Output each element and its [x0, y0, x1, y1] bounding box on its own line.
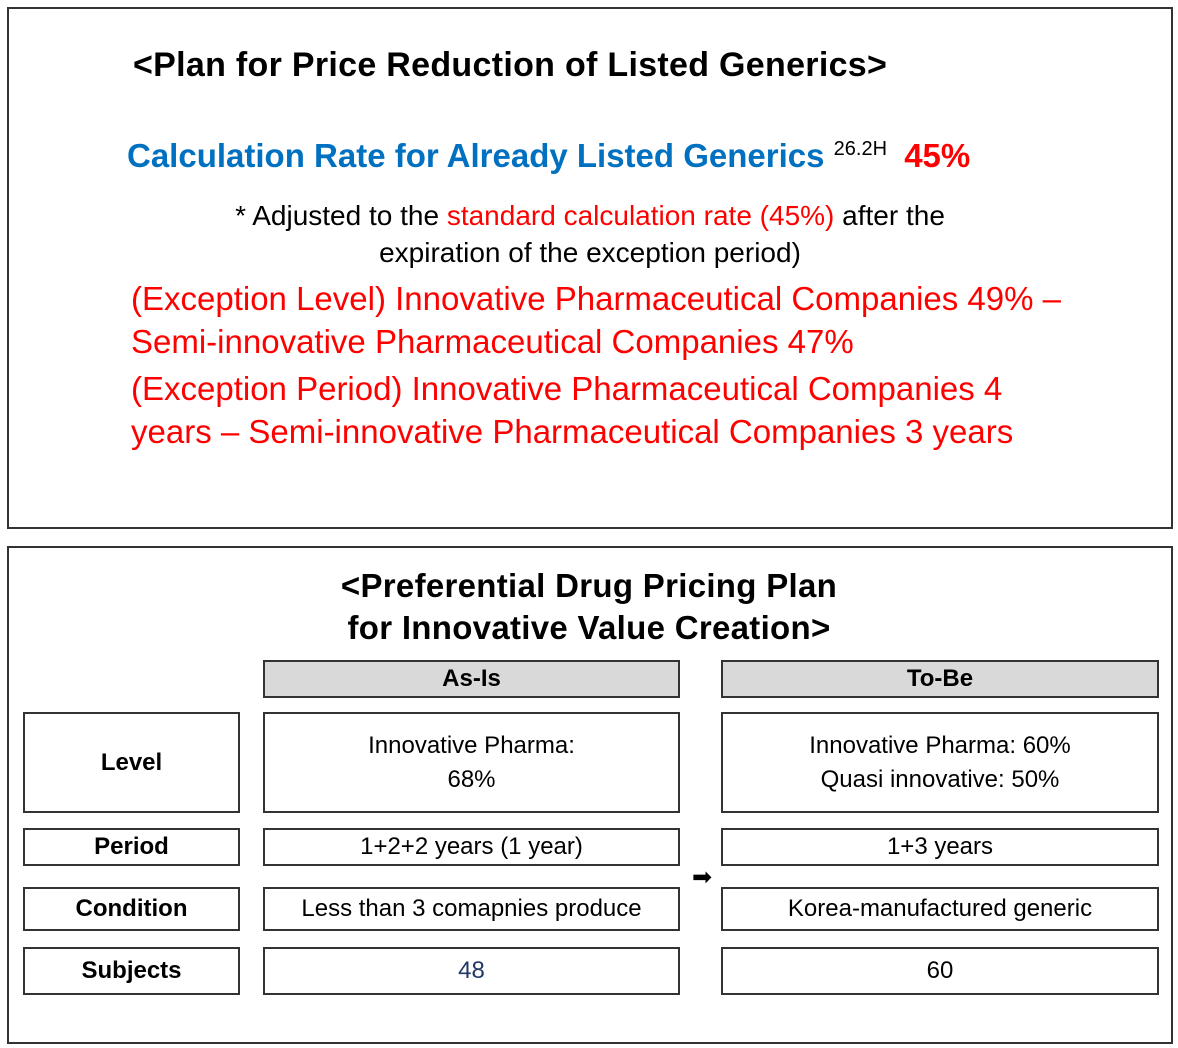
as-is-level: Innovative Pharma: 68% [263, 712, 680, 813]
calculation-rate-line: Calculation Rate for Already Listed Gene… [127, 128, 1160, 177]
column-header-to-be: To-Be [721, 660, 1159, 698]
exception-level: (Exception Level) Innovative Pharmaceuti… [131, 280, 1061, 360]
price-reduction-content: <Plan for Price Reduction of Listed Gene… [20, 44, 1160, 453]
to-be-subjects: 60 [721, 947, 1159, 995]
arrow-right-icon: ➡ [692, 864, 713, 891]
price-reduction-plan-panel [7, 7, 1173, 529]
calculation-rate-label: Calculation Rate for Already Listed Gene… [127, 137, 825, 174]
rate-value: 45% [904, 137, 971, 174]
note-prefix: * Adjusted to the [235, 200, 440, 231]
note-suffix: after the [842, 200, 945, 231]
as-is-period: 1+2+2 years (1 year) [263, 828, 680, 866]
as-is-condition: Less than 3 comapnies produce [263, 887, 680, 931]
row-label-condition: Condition [23, 887, 240, 931]
title-line2: for Innovative Value Creation> [347, 609, 831, 646]
rate-superscript: 26.2H [833, 138, 888, 160]
exception-period: (Exception Period) Innovative Pharmaceut… [131, 370, 1014, 450]
adjustment-note: * Adjusted to the standard calculation r… [60, 197, 1120, 271]
preferential-pricing-title: <Preferential Drug Pricing Plan for Inno… [0, 565, 1178, 649]
note-line2: expiration of the exception period) [379, 237, 801, 268]
title-line1: <Preferential Drug Pricing Plan [340, 567, 838, 604]
row-label-period: Period [23, 828, 240, 866]
column-header-as-is: As-Is [263, 660, 680, 698]
row-label-level: Level [23, 712, 240, 813]
note-highlight: standard calculation rate (45%) [446, 200, 835, 231]
as-is-subjects: 48 [263, 947, 680, 995]
to-be-period: 1+3 years [721, 828, 1159, 866]
to-be-condition: Korea-manufactured generic [721, 887, 1159, 931]
price-reduction-title: <Plan for Price Reduction of Listed Gene… [133, 46, 888, 84]
preferential-pricing-panel [7, 546, 1173, 1044]
to-be-level: Innovative Pharma: 60% Quasi innovative:… [721, 712, 1159, 813]
row-label-subjects: Subjects [23, 947, 240, 995]
